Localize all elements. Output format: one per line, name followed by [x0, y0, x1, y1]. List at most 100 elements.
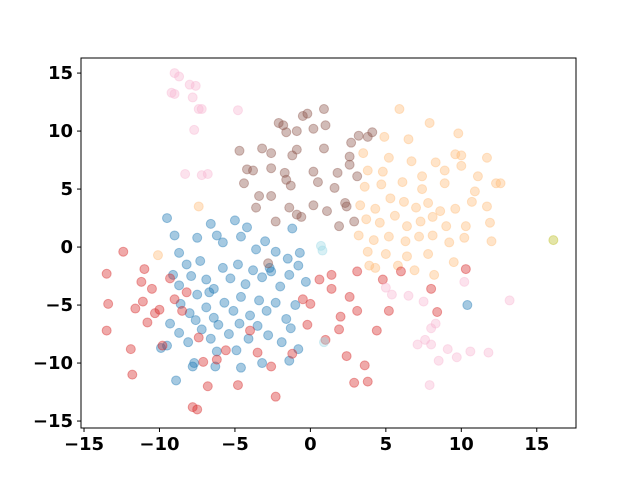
x-tick-label: −10: [139, 434, 179, 455]
scatter-point: [353, 130, 364, 141]
scatter-point: [187, 92, 198, 103]
scatter-point: [362, 165, 373, 176]
scatter-point: [321, 206, 332, 217]
scatter-point: [392, 260, 403, 271]
scatter-point: [285, 180, 296, 191]
scatter-point: [196, 104, 207, 115]
scatter-point: [231, 345, 242, 356]
scatter-point: [232, 259, 243, 270]
scatter-point: [213, 319, 224, 330]
scatter-point: [329, 182, 340, 193]
scatter-point: [483, 347, 494, 358]
scatter-point: [459, 276, 470, 287]
scatter-point: [162, 213, 173, 224]
scatter-point: [275, 281, 286, 292]
scatter-point: [186, 271, 197, 282]
scatter-point: [344, 151, 355, 162]
scatter-point: [385, 193, 396, 204]
y-tick-label: −15: [33, 411, 73, 432]
x-tick-label: −15: [64, 434, 104, 455]
scatter-point: [548, 235, 559, 246]
scatter-point: [198, 356, 209, 367]
scatter-point: [484, 217, 495, 228]
scatter-point: [346, 137, 357, 148]
scatter-point: [232, 105, 243, 116]
scatter-point: [423, 197, 434, 208]
scatter-point: [383, 152, 394, 163]
scatter-point: [183, 337, 194, 348]
x-tick-label: 10: [449, 434, 474, 455]
scatter-point: [441, 221, 452, 232]
scatter-point: [234, 145, 245, 156]
scatter-point: [220, 345, 231, 356]
scatter-point: [181, 259, 192, 270]
scatter-point: [389, 210, 400, 221]
scatter-point: [293, 260, 304, 271]
scatter-point: [139, 264, 150, 275]
scatter-point: [273, 117, 284, 128]
scatter-point: [308, 200, 319, 211]
scatter-point: [318, 104, 329, 115]
scatter-point: [282, 253, 293, 264]
scatter-point: [403, 290, 414, 301]
scatter-point: [386, 289, 397, 300]
scatter-point: [439, 178, 450, 189]
scatter-point: [169, 294, 180, 305]
scatter-point: [495, 178, 506, 189]
scatter-point: [403, 134, 414, 145]
scatter-point: [300, 276, 311, 287]
scatter-point: [210, 361, 221, 372]
scatter-point: [318, 143, 329, 154]
scatter-point: [266, 191, 277, 202]
scatter-point: [281, 127, 292, 138]
scatter-point: [157, 340, 168, 351]
scatter-point: [257, 143, 268, 154]
y-tick-label: 5: [60, 179, 73, 200]
scatter-point: [287, 223, 298, 234]
scatter-point: [335, 311, 346, 322]
scatter-point: [211, 346, 222, 357]
scatter-point: [201, 274, 212, 285]
scatter-point: [257, 272, 268, 283]
scatter-point: [234, 318, 245, 329]
scatter-point: [219, 297, 230, 308]
scatter-point: [240, 279, 251, 290]
scatter-point: [460, 221, 471, 232]
scatter-point: [450, 149, 461, 160]
scatter-point: [171, 375, 182, 386]
scatter-point: [362, 131, 373, 142]
scatter-point: [426, 283, 437, 294]
scatter-point: [352, 171, 363, 182]
scatter-point: [168, 269, 179, 280]
scatter-point: [294, 247, 305, 258]
scatter-point: [406, 156, 417, 167]
scatter-point: [320, 334, 331, 345]
scatter-point: [444, 237, 455, 248]
scatter-point: [481, 201, 492, 212]
scatter-point: [460, 264, 471, 275]
scatter-point: [308, 166, 319, 177]
scatter-point: [435, 206, 446, 217]
scatter-point: [334, 221, 345, 232]
scatter-point: [397, 177, 408, 188]
scatter-point: [281, 313, 292, 324]
scatter-point: [166, 87, 177, 98]
scatter-point: [377, 166, 388, 177]
scatter-point: [266, 361, 277, 372]
scatter-point: [252, 320, 263, 331]
scatter-point: [291, 209, 302, 220]
scatter-point: [184, 308, 195, 319]
scatter-point: [326, 269, 337, 280]
scatter-point: [190, 80, 201, 91]
scatter-point: [371, 325, 382, 336]
scatter-point: [238, 178, 249, 189]
scatter-point: [491, 178, 502, 189]
scatter-point: [302, 108, 313, 119]
scatter-point: [266, 148, 277, 159]
scatter-point: [232, 380, 243, 391]
scatter-point: [279, 167, 290, 178]
scatter-point: [377, 274, 388, 285]
scatter-point: [424, 117, 435, 128]
scatter-point: [432, 307, 443, 318]
scatter-point: [417, 184, 428, 195]
